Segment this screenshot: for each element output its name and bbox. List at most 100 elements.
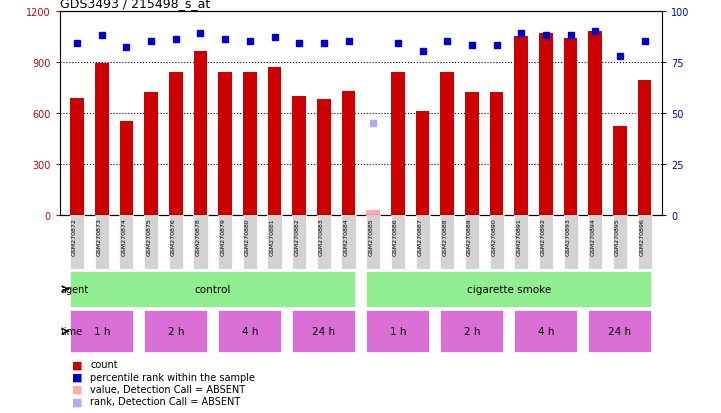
Bar [441,73,454,216]
Bar [342,91,355,216]
Bar [218,73,232,216]
Bar [514,216,528,269]
Text: GSM270882: GSM270882 [294,218,299,255]
Bar [193,216,208,269]
Text: GSM270881: GSM270881 [270,218,275,255]
Bar [564,39,578,216]
Bar [169,73,182,216]
Text: ■: ■ [72,372,83,382]
Bar [465,93,479,216]
Text: GSM270895: GSM270895 [615,218,620,255]
Bar [71,311,133,352]
Bar [366,311,429,352]
Bar [441,311,503,352]
Text: GSM270874: GSM270874 [121,218,126,256]
Bar [94,216,109,269]
Text: 1 h: 1 h [389,326,406,337]
Bar [613,216,627,269]
Text: value, Detection Call = ABSENT: value, Detection Call = ABSENT [90,384,245,394]
Bar [588,32,602,216]
Bar [144,311,207,352]
Text: 4 h: 4 h [242,326,258,337]
Bar [539,34,553,216]
Text: GSM270891: GSM270891 [516,218,521,255]
Bar [588,216,602,269]
Bar [267,68,281,216]
Bar [490,216,503,269]
Text: GSM270886: GSM270886 [393,218,398,255]
Bar [465,216,479,269]
Text: GSM270878: GSM270878 [195,218,200,255]
Bar [293,97,306,216]
Text: ■: ■ [72,384,83,394]
Text: GSM270884: GSM270884 [343,218,348,255]
Bar [243,73,257,216]
Bar [267,216,281,269]
Text: GSM270894: GSM270894 [590,218,596,256]
Bar [317,216,331,269]
Bar [218,311,281,352]
Bar [144,93,158,216]
Text: GSM270879: GSM270879 [220,218,225,256]
Text: 24 h: 24 h [312,326,335,337]
Text: time: time [61,326,82,337]
Text: GDS3493 / 215498_s_at: GDS3493 / 215498_s_at [60,0,210,10]
Text: rank, Detection Call = ABSENT: rank, Detection Call = ABSENT [90,396,240,406]
Bar [391,216,405,269]
Bar [71,98,84,216]
Text: 4 h: 4 h [538,326,554,337]
Text: 2 h: 2 h [167,326,184,337]
Bar [342,216,355,269]
Bar [169,216,183,269]
Bar [218,216,232,269]
Text: 1 h: 1 h [94,326,110,337]
Bar [490,93,503,216]
Bar [120,216,133,269]
Text: 24 h: 24 h [609,326,632,337]
Bar [366,271,651,307]
Text: GSM270875: GSM270875 [146,218,151,255]
Bar [638,81,651,216]
Text: GSM270873: GSM270873 [97,218,102,256]
Bar [613,127,627,216]
Text: GSM270885: GSM270885 [368,218,373,255]
Bar [120,122,133,216]
Text: GSM270893: GSM270893 [565,218,570,256]
Bar [70,216,84,269]
Bar [515,311,578,352]
Bar [441,216,454,269]
Bar [366,211,380,216]
Text: control: control [195,284,231,294]
Bar [95,64,109,216]
Bar [366,216,380,269]
Bar [243,216,257,269]
Bar [515,37,528,216]
Bar [391,73,404,216]
Bar [293,311,355,352]
Bar [416,112,429,216]
Text: count: count [90,359,118,369]
Text: GSM270887: GSM270887 [417,218,423,255]
Text: agent: agent [61,284,89,294]
Text: GSM270872: GSM270872 [72,218,77,256]
Text: ■: ■ [72,359,83,369]
Bar [415,216,430,269]
Text: GSM270896: GSM270896 [640,218,645,255]
Text: GSM270883: GSM270883 [319,218,324,255]
Bar [71,271,355,307]
Text: ■: ■ [72,396,83,406]
Bar [564,216,578,269]
Bar [292,216,306,269]
Text: percentile rank within the sample: percentile rank within the sample [90,372,255,382]
Bar [588,311,651,352]
Text: 2 h: 2 h [464,326,480,337]
Bar [637,216,652,269]
Text: GSM270890: GSM270890 [492,218,497,255]
Bar [194,52,207,216]
Text: GSM270889: GSM270889 [467,218,472,255]
Bar [144,216,158,269]
Text: cigarette smoke: cigarette smoke [466,284,551,294]
Text: GSM270892: GSM270892 [541,218,546,256]
Bar [539,216,553,269]
Bar [317,100,331,216]
